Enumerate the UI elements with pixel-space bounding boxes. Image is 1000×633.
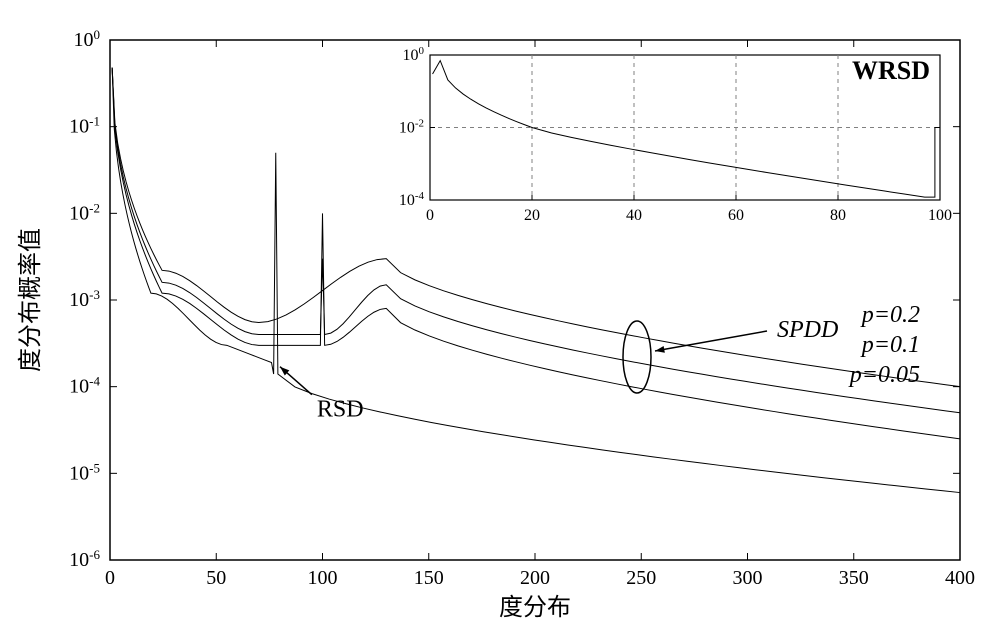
y-tick-label: 10-5 [69, 460, 100, 485]
x-tick-label: 150 [414, 567, 444, 589]
main-chart-svg: 05010015020025030035040010010-110-210-31… [0, 0, 1000, 628]
label-rsd: RSD [317, 397, 364, 423]
inset-title: WRSD [852, 56, 930, 85]
y-tick-label: 10-6 [69, 547, 100, 572]
label-p01: p=0.1 [860, 332, 920, 358]
label-spdd: SPDD [777, 317, 838, 343]
inset-x-tick-label: 100 [928, 207, 952, 224]
y-tick-label: 10-1 [69, 113, 100, 138]
inset-x-tick-label: 60 [728, 207, 744, 224]
y-tick-label: 10-3 [69, 287, 100, 312]
x-tick-label: 200 [520, 567, 550, 589]
inset-x-tick-label: 0 [426, 207, 434, 224]
x-axis-label: 度分布 [499, 594, 571, 621]
arrow-spdd-line [655, 331, 767, 351]
chart-container: 05010015020025030035040010010-110-210-31… [0, 0, 1000, 628]
spdd-ellipse [623, 321, 651, 393]
x-tick-label: 300 [733, 567, 763, 589]
x-tick-label: 100 [308, 567, 338, 589]
x-tick-label: 250 [626, 567, 656, 589]
inset-x-tick-label: 80 [830, 207, 846, 224]
label-p005: p=0.05 [848, 362, 920, 388]
inset-x-tick-label: 40 [626, 207, 642, 224]
y-tick-label: 10-2 [69, 200, 100, 225]
x-tick-label: 350 [839, 567, 869, 589]
y-tick-label: 10-4 [69, 373, 100, 398]
x-tick-label: 0 [105, 567, 115, 589]
x-tick-label: 50 [206, 567, 226, 589]
inset-x-tick-label: 20 [524, 207, 540, 224]
y-axis-label: 度分布概率值 [17, 228, 44, 372]
x-tick-label: 400 [945, 567, 975, 589]
arrow-spdd-head [655, 346, 665, 353]
y-tick-label: 100 [74, 27, 101, 52]
label-p02: p=0.2 [860, 302, 920, 328]
